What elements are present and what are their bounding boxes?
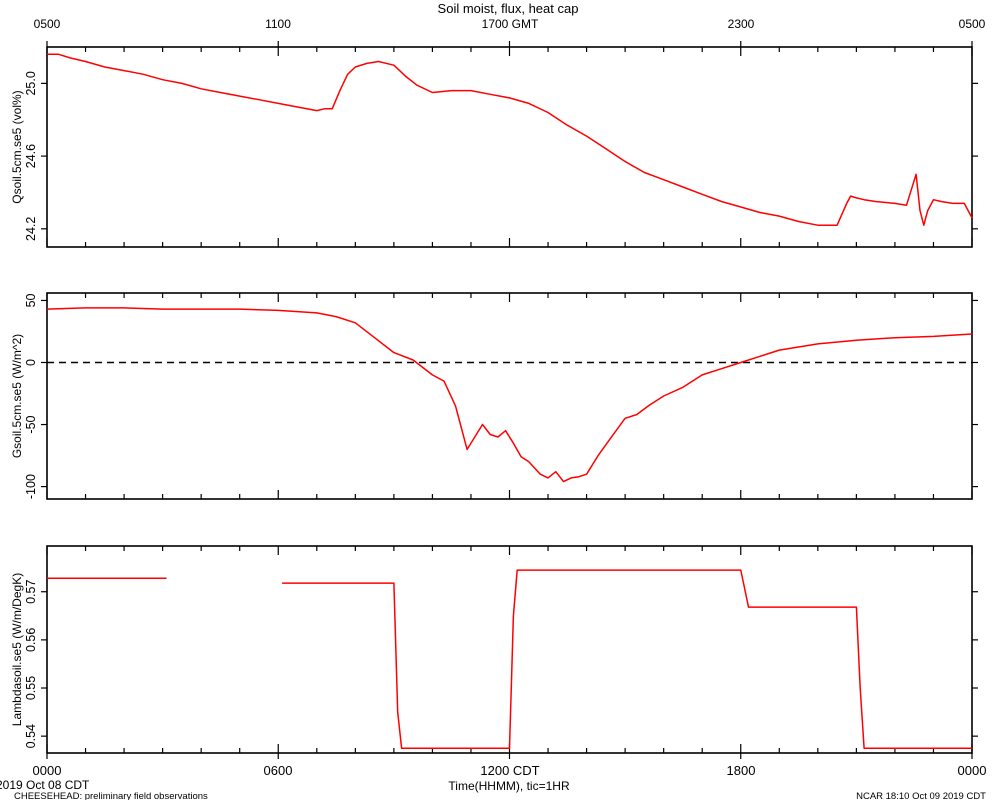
y-tick-label: 0.56: [24, 628, 38, 652]
bottom-axis-labels: 0000 0600 1200 CDT 1800 0000: [33, 763, 987, 778]
data-series-line: [46, 307, 973, 483]
figure-title: Soil moist, flux, heat cap: [438, 1, 579, 16]
x-axis-label: Time(HHMM), tic=1HR: [448, 779, 570, 793]
y-tick-label: -100: [24, 474, 38, 499]
y-tick-label: 25.0: [24, 71, 38, 95]
data-series-line: [47, 53, 973, 226]
y-tick-label: 0.54: [24, 724, 38, 748]
plot-frame: [46, 545, 973, 754]
bottom-tick-label: 0600: [264, 763, 293, 778]
bottom-tick-label: 0000: [958, 763, 987, 778]
y-axis-label: Gsoil.5cm.se5 (W/m^2): [10, 334, 24, 458]
data-series-line: [282, 569, 972, 749]
footer-left-note: CHEESEHEAD: preliminary field observatio…: [14, 791, 208, 800]
y-tick-label: 24.2: [24, 217, 38, 241]
top-axis-labels: 0500 1100 1700 GMT 2300 0500: [34, 17, 986, 31]
top-tick-label: 1700 GMT: [482, 17, 539, 31]
y-tick-label: -50: [24, 415, 38, 433]
y-axis-label: Qsoil.5cm.se5 (vol%): [10, 90, 24, 203]
bottom-tick-label: 1800: [727, 763, 756, 778]
top-tick-label: 0500: [34, 17, 61, 31]
top-tick-label: 2300: [728, 17, 755, 31]
footer-right-note: NCAR 18:10 Oct 09 2019 CDT: [856, 791, 986, 800]
plot-frame: [46, 46, 973, 248]
top-tick-label: 0500: [959, 17, 986, 31]
y-tick-label: 50: [24, 293, 38, 307]
plot-frame: [46, 292, 973, 500]
y-tick-label: 0.55: [24, 676, 38, 700]
y-tick-label: 24.6: [24, 144, 38, 168]
date-label: 2019 Oct 08 CDT: [0, 778, 90, 792]
y-tick-label: 0: [24, 359, 38, 366]
y-axis-label: Lambdasoil.se5 (W/m/DegK): [10, 573, 24, 726]
bottom-tick-label: 1200 CDT: [480, 763, 539, 778]
soil-heat-flux-panel: -100 -50 0 50 Gsoil.5cm.se5 (W/m^2): [10, 292, 978, 500]
y-tick-label: 0.57: [24, 580, 38, 604]
top-tick-label: 1100: [265, 17, 291, 31]
bottom-tick-label: 0000: [33, 763, 62, 778]
